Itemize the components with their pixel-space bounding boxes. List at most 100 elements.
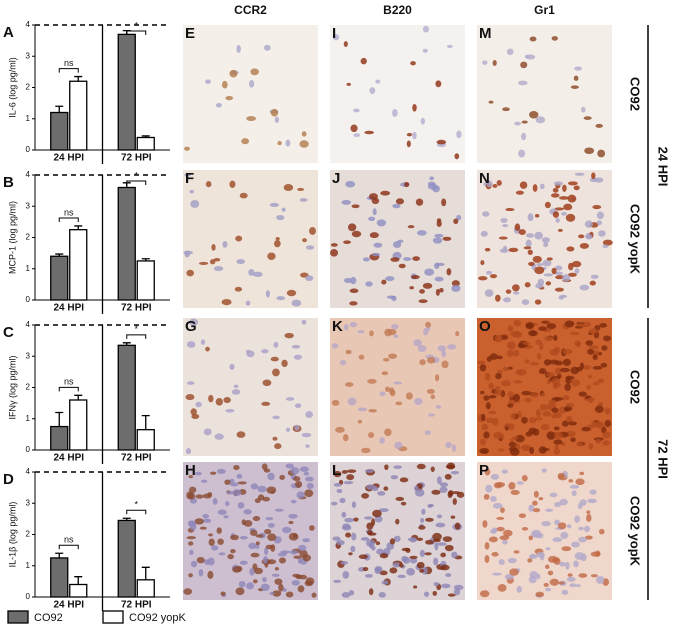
cell	[546, 257, 553, 261]
cell	[480, 260, 485, 266]
cell	[538, 446, 547, 454]
significance-label: *	[134, 500, 138, 510]
cell	[413, 339, 422, 347]
error-bar	[55, 411, 64, 427]
y-axis-label: IL-6 (log pg/ml)	[7, 57, 17, 118]
cell	[604, 419, 612, 428]
cell	[519, 181, 528, 189]
cell	[482, 211, 490, 217]
cell	[483, 431, 490, 439]
cell	[508, 247, 519, 253]
cell	[190, 498, 198, 504]
cell	[561, 211, 567, 216]
cell	[353, 133, 361, 138]
cell	[393, 334, 399, 339]
cell	[343, 480, 354, 485]
cell	[532, 500, 538, 506]
cell	[341, 591, 351, 598]
cell	[220, 591, 226, 596]
bar	[117, 519, 136, 598]
cell	[435, 262, 445, 267]
cell	[263, 468, 271, 473]
cell	[486, 180, 493, 188]
cell	[389, 567, 398, 574]
cell	[368, 193, 379, 200]
cell	[350, 124, 358, 133]
cell	[361, 492, 370, 499]
cell	[502, 107, 510, 112]
cell	[422, 48, 428, 53]
cell	[245, 300, 251, 306]
cell	[535, 339, 543, 345]
cell	[248, 269, 255, 276]
cell	[339, 497, 346, 504]
cell	[340, 561, 349, 565]
cell	[255, 541, 260, 546]
cell	[416, 561, 425, 569]
cell	[347, 223, 357, 232]
x-tick-label: 24 HPI	[53, 153, 84, 164]
cell	[390, 257, 400, 262]
bar	[50, 425, 69, 451]
cell	[496, 526, 505, 532]
cell	[482, 60, 488, 65]
cell	[200, 479, 208, 483]
cell	[434, 233, 444, 238]
cell	[534, 266, 545, 275]
cell	[454, 153, 460, 160]
cell	[199, 526, 207, 530]
cell	[265, 544, 274, 550]
cell	[483, 494, 490, 500]
cell	[274, 239, 281, 248]
cell	[368, 216, 376, 222]
cell	[375, 79, 381, 84]
cell	[435, 80, 442, 88]
cell	[499, 248, 509, 253]
cell	[272, 590, 282, 597]
cell	[571, 379, 581, 387]
cell	[249, 529, 258, 536]
y-tick-label: 4	[26, 20, 31, 29]
cell	[188, 486, 197, 494]
cell	[217, 538, 224, 545]
cell	[508, 482, 516, 490]
micrograph-background	[183, 170, 318, 308]
legend-swatch	[7, 610, 29, 624]
cell	[186, 536, 197, 540]
cell	[395, 518, 400, 525]
cell	[332, 536, 341, 541]
cell	[495, 294, 501, 302]
cell	[454, 522, 461, 530]
cell	[344, 517, 355, 523]
cell	[426, 388, 435, 395]
cell	[440, 552, 446, 558]
cell	[490, 529, 497, 534]
cell	[588, 443, 594, 450]
panel-letter: N	[479, 170, 490, 187]
cell	[231, 389, 241, 395]
cell	[262, 496, 270, 502]
cell	[540, 392, 546, 397]
cell	[565, 403, 575, 408]
cell	[504, 574, 515, 580]
cell	[295, 480, 303, 488]
cell	[263, 44, 271, 51]
cell	[184, 173, 191, 177]
cell	[567, 272, 577, 277]
cell	[575, 478, 585, 486]
cell	[456, 130, 462, 139]
cell	[427, 503, 435, 508]
cell	[395, 496, 405, 502]
cell	[549, 578, 560, 586]
cell	[433, 582, 440, 587]
cell	[525, 239, 532, 248]
bar	[50, 557, 69, 598]
panel-letter: H	[185, 462, 196, 479]
cell	[374, 567, 381, 575]
cell	[377, 491, 386, 496]
cell	[203, 428, 212, 436]
cell	[368, 432, 375, 438]
cell	[371, 252, 381, 257]
cell	[446, 44, 453, 48]
cell	[205, 346, 210, 352]
